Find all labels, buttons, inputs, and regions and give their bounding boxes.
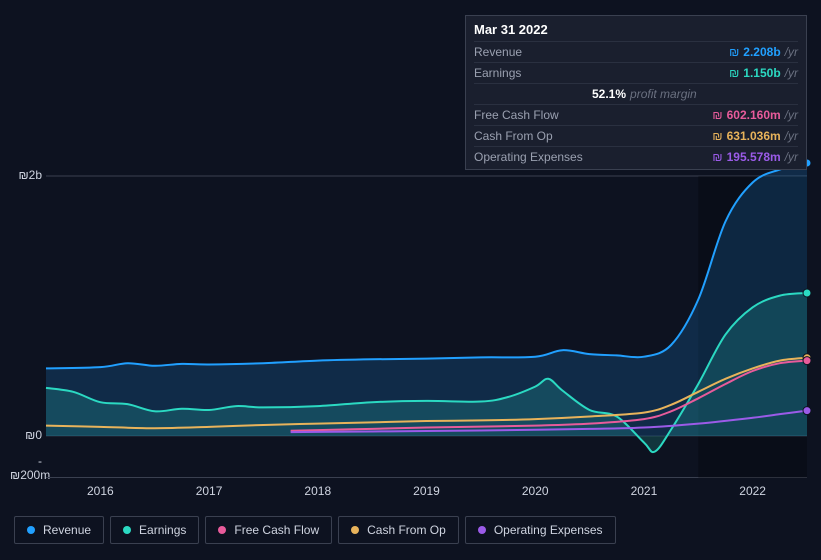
legend-dot-icon bbox=[218, 526, 226, 534]
tooltip-row: Revenue ₪2.208b/yr bbox=[474, 41, 798, 62]
y-axis-label: ₪0 bbox=[10, 428, 42, 442]
tooltip-row-value: ₪195.578m/yr bbox=[712, 150, 798, 164]
legend-dot-icon bbox=[351, 526, 359, 534]
series-end-marker bbox=[803, 289, 811, 297]
tooltip-row: Operating Expenses ₪195.578m/yr bbox=[474, 146, 798, 167]
legend-label: Cash From Op bbox=[367, 523, 446, 537]
tooltip-profit-margin: 52.1%profit margin bbox=[474, 83, 798, 104]
plot-area[interactable] bbox=[46, 176, 807, 478]
tooltip-row: Cash From Op ₪631.036m/yr bbox=[474, 125, 798, 146]
series-end-marker bbox=[803, 407, 811, 415]
tooltip-row-value: ₪1.150b/yr bbox=[729, 66, 798, 80]
legend-label: Operating Expenses bbox=[494, 523, 603, 537]
x-axis-label: 2017 bbox=[196, 484, 223, 498]
x-axis-label: 2022 bbox=[739, 484, 766, 498]
x-axis-label: 2018 bbox=[304, 484, 331, 498]
legend-dot-icon bbox=[478, 526, 486, 534]
financials-chart: ₪2b₪0-₪200m bbox=[14, 160, 807, 478]
x-axis-label: 2020 bbox=[522, 484, 549, 498]
tooltip-date: Mar 31 2022 bbox=[474, 22, 798, 41]
x-axis-label: 2016 bbox=[87, 484, 114, 498]
series-end-marker bbox=[803, 357, 811, 365]
tooltip-row-value: ₪631.036m/yr bbox=[712, 129, 798, 143]
x-axis: 2016 2017 2018 2019 2020 2021 2022 bbox=[46, 484, 807, 500]
x-axis-label: 2021 bbox=[631, 484, 658, 498]
plot-svg bbox=[46, 176, 807, 478]
legend-item[interactable]: Revenue bbox=[14, 516, 104, 544]
tooltip-row-value: ₪602.160m/yr bbox=[712, 108, 798, 122]
y-axis-label: -₪200m bbox=[10, 454, 42, 482]
tooltip-row-value: ₪2.208b/yr bbox=[729, 45, 798, 59]
legend-item[interactable]: Earnings bbox=[110, 516, 199, 544]
legend-label: Revenue bbox=[43, 523, 91, 537]
tooltip-panel: Mar 31 2022 Revenue ₪2.208b/yr Earnings ₪1.… bbox=[465, 15, 807, 170]
x-axis-label: 2019 bbox=[413, 484, 440, 498]
legend-dot-icon bbox=[123, 526, 131, 534]
legend-item[interactable]: Cash From Op bbox=[338, 516, 459, 544]
legend-dot-icon bbox=[27, 526, 35, 534]
legend-item[interactable]: Operating Expenses bbox=[465, 516, 616, 544]
legend-item[interactable]: Free Cash Flow bbox=[205, 516, 332, 544]
tooltip-row-label: Revenue bbox=[474, 45, 522, 59]
tooltip-row: Earnings ₪1.150b/yr bbox=[474, 62, 798, 83]
tooltip-row-label: Earnings bbox=[474, 66, 521, 80]
tooltip-row: Free Cash Flow ₪602.160m/yr bbox=[474, 104, 798, 125]
legend-label: Earnings bbox=[139, 523, 186, 537]
y-axis-label: ₪2b bbox=[10, 168, 42, 182]
legend: Revenue Earnings Free Cash Flow Cash From O… bbox=[14, 516, 616, 544]
tooltip-row-label: Free Cash Flow bbox=[474, 108, 559, 122]
tooltip-row-label: Operating Expenses bbox=[474, 150, 583, 164]
legend-label: Free Cash Flow bbox=[234, 523, 319, 537]
tooltip-row-label: Cash From Op bbox=[474, 129, 553, 143]
